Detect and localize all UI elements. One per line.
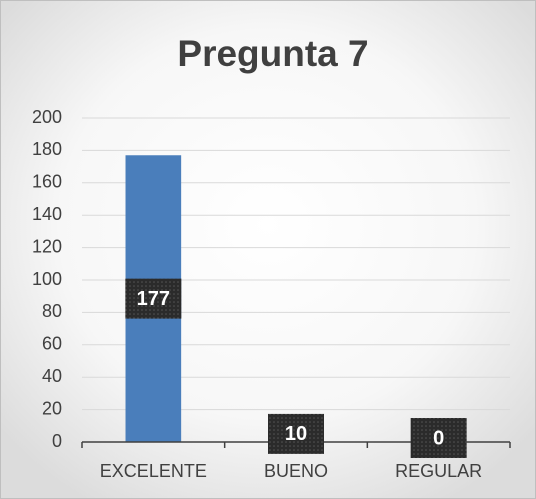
data-label: 0 (433, 427, 444, 449)
chart-title: Pregunta 7 (177, 33, 368, 74)
data-label-box (268, 413, 324, 454)
y-tick-label: 40 (42, 366, 62, 386)
y-tick-label: 140 (32, 204, 62, 224)
y-tick-label: 0 (52, 431, 62, 451)
x-tick-label: REGULAR (395, 461, 482, 481)
y-tick-label: 180 (32, 139, 62, 159)
y-tick-label: 100 (32, 269, 62, 289)
data-label: 177 (137, 288, 170, 310)
y-tick-label: 200 (32, 107, 62, 127)
data-label: 10 (285, 423, 307, 445)
data-label-box (410, 418, 467, 458)
y-tick-label: 160 (32, 172, 62, 192)
y-tick-label: 80 (42, 301, 62, 321)
y-tick-label: 120 (32, 236, 62, 256)
data-label-box (125, 278, 182, 319)
y-tick-label: 20 (42, 398, 62, 418)
x-tick-label: BUENO (264, 461, 328, 481)
x-tick-label: EXCELENTE (100, 461, 207, 481)
y-tick-label: 60 (42, 334, 62, 354)
